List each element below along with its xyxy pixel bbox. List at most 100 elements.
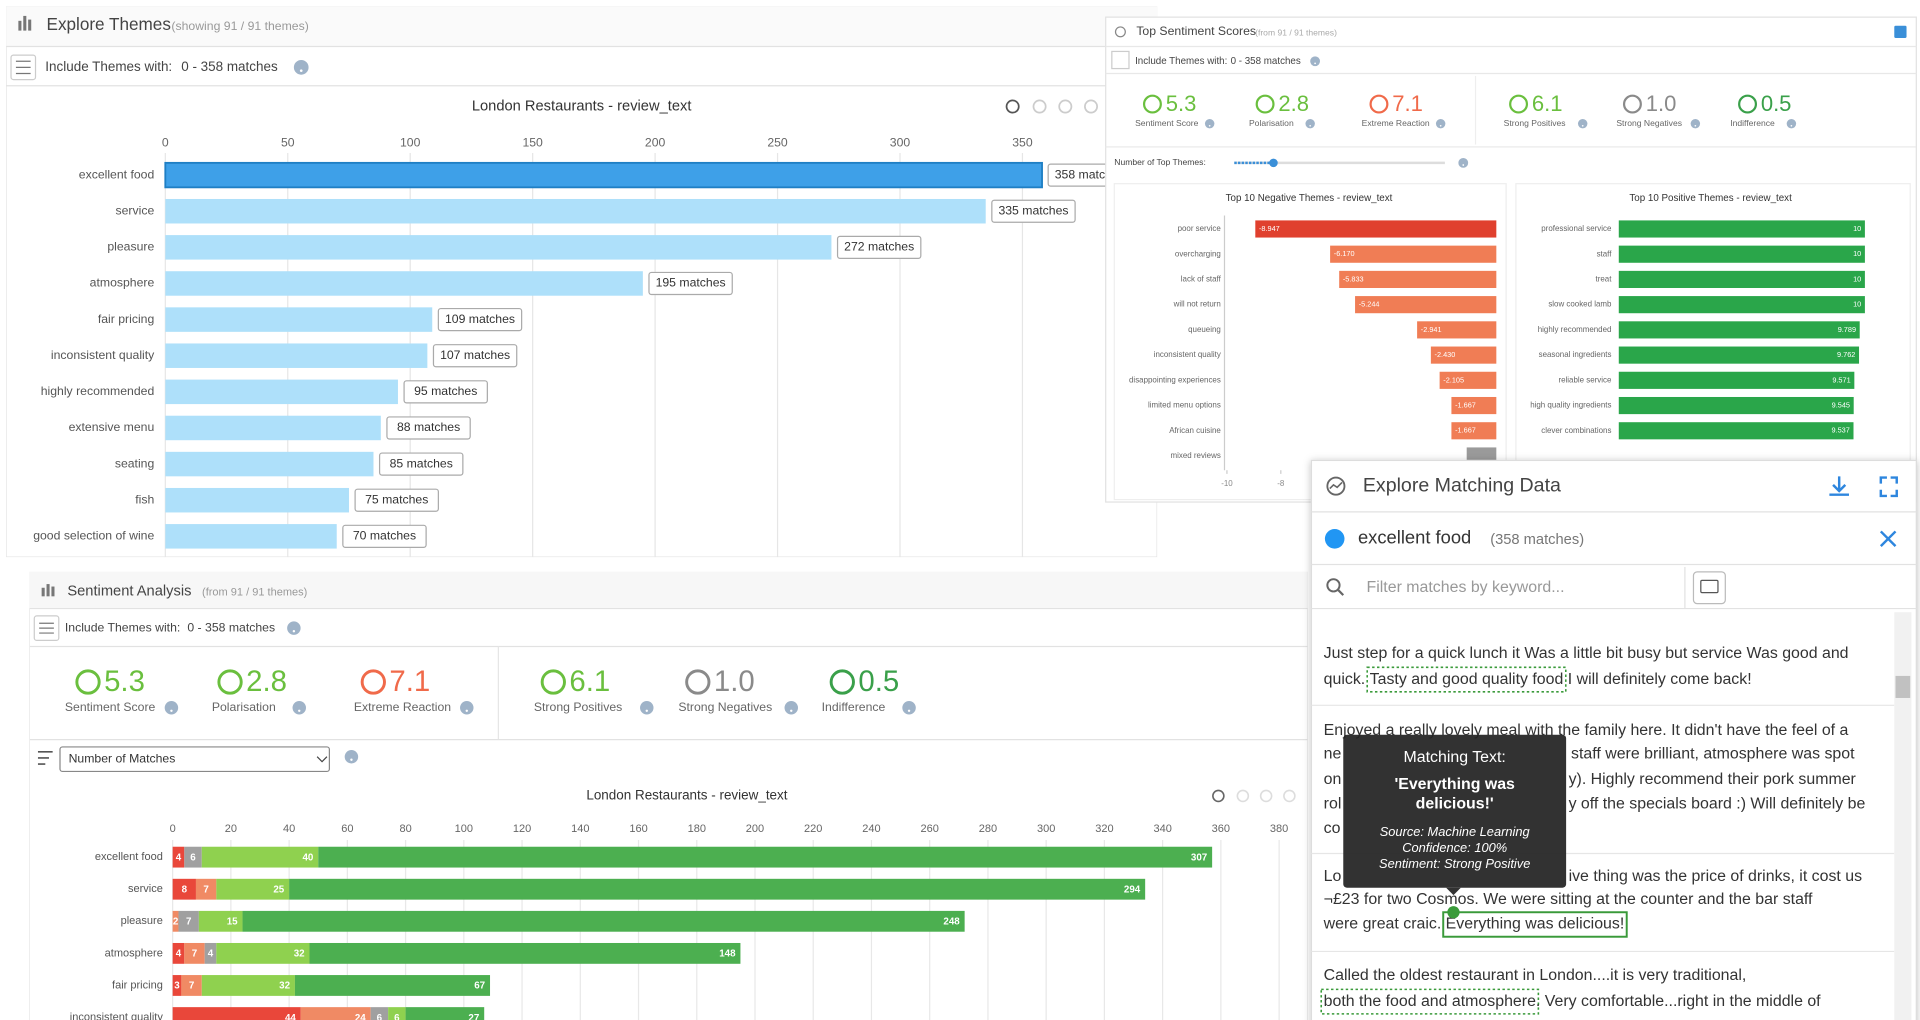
value-label-box	[378, 452, 464, 476]
zoom-tool[interactable]	[1212, 789, 1225, 803]
fullscreen-button[interactable]	[1879, 476, 1898, 498]
value-label: 109 matches	[445, 312, 515, 326]
metric-value: 2.8	[246, 665, 287, 698]
value-label: -6.170	[1334, 249, 1355, 258]
bar	[1417, 321, 1497, 339]
value-label: 9.571	[1832, 375, 1850, 384]
x-tick-label: 100	[455, 823, 473, 835]
close-button[interactable]	[1879, 530, 1897, 547]
bar[interactable]	[165, 271, 643, 296]
entry-text: y off the specials board :) Will definit…	[1569, 796, 1866, 813]
value-label: -2.430	[1435, 350, 1456, 359]
bar[interactable]	[165, 307, 433, 332]
value-label-box	[437, 307, 523, 332]
x-tick-label: 160	[629, 823, 647, 835]
sort-select[interactable]	[59, 746, 330, 773]
matched-text: Everything was delicious!	[1446, 916, 1625, 933]
value-label: 10	[1853, 274, 1861, 283]
category-label: extensive menu	[69, 420, 155, 434]
help-icon-dot	[299, 69, 303, 72]
theme-count: (358 matches)	[1490, 532, 1584, 548]
bar-segment	[216, 878, 290, 900]
help-icon-dot	[170, 709, 173, 712]
help-icon-dot	[298, 709, 301, 712]
matching-data-panel: Explore Matching Data excellent food (358 …	[1310, 459, 1917, 1020]
bar	[1430, 346, 1497, 364]
metric-icon	[1255, 94, 1275, 114]
category-label: pleasure	[121, 915, 163, 927]
category-label: will not return	[1173, 300, 1221, 309]
zoom-tool[interactable]	[1058, 99, 1073, 114]
category-label: highly recommended	[1538, 325, 1612, 334]
bar-segment	[172, 942, 185, 964]
tooltip: Matching Text: 'Everything was delicious!'…	[1343, 734, 1567, 896]
zoom-tool[interactable]	[1005, 99, 1020, 114]
x-tick-label: 80	[399, 823, 411, 835]
bar-segment	[172, 910, 179, 932]
bar[interactable]	[165, 415, 381, 441]
bar[interactable]	[165, 379, 398, 405]
bar-segment	[172, 846, 185, 868]
x-tick-label: 100	[400, 135, 421, 149]
explore-themes-panel: Explore Themes (showing 91 / 91 themes) In…	[6, 6, 1158, 558]
x-tick-label: -8	[1277, 479, 1285, 488]
match-highlight[interactable]	[1442, 911, 1628, 938]
x-tick-label: 140	[571, 823, 589, 835]
bar[interactable]	[165, 524, 337, 549]
metric-label: Extreme Reaction	[354, 700, 451, 714]
bar[interactable]	[164, 161, 1043, 189]
value-label: 272 matches	[844, 240, 914, 254]
bar	[1339, 270, 1497, 288]
bar	[1451, 396, 1497, 415]
tooltip-arrow	[1446, 887, 1461, 896]
metric-icon	[1369, 94, 1389, 114]
tooltip-text: delicious!'	[1416, 796, 1494, 813]
metric-label: Sentiment Score	[65, 700, 156, 714]
segment-label: 3	[174, 981, 180, 992]
zoom-tool[interactable]	[1236, 789, 1250, 803]
metric-icon	[685, 669, 711, 695]
comment-button[interactable]	[1692, 571, 1726, 605]
download-button[interactable]	[1829, 476, 1849, 496]
segment-label: 4	[208, 949, 214, 960]
category-label: fair pricing	[112, 979, 163, 991]
filter-value: 0 - 358 matches	[187, 620, 275, 634]
value-label: 9.537	[1831, 426, 1849, 435]
bar[interactable]	[165, 451, 374, 477]
chart-title: London Restaurants - review_text	[472, 98, 692, 114]
metric-value: 1.0	[714, 665, 755, 698]
scrollbar-thumb[interactable]	[1895, 675, 1911, 698]
bar[interactable]	[165, 198, 986, 224]
match-highlight[interactable]	[1366, 666, 1567, 693]
value-label: 70 matches	[353, 529, 416, 543]
chart-title: Top 10 Positive Themes - review_text	[1629, 193, 1792, 204]
bar	[1618, 296, 1865, 314]
match-highlight[interactable]	[1320, 988, 1540, 1015]
bar-segment	[289, 878, 1146, 900]
zoom-tool[interactable]	[1259, 789, 1273, 803]
zoom-tool[interactable]	[1283, 789, 1296, 803]
bar[interactable]	[165, 343, 428, 368]
zoom-tool[interactable]	[1032, 99, 1047, 114]
entry-text: were great craic.	[1323, 916, 1446, 933]
filter-placeholder: Filter matches by keyword...	[1367, 579, 1565, 596]
metric-value: 0.5	[1761, 91, 1792, 116]
value-label: 10	[1853, 224, 1861, 233]
category-label: high quality ingredients	[1530, 401, 1611, 410]
x-tick-label: 380	[1270, 823, 1288, 835]
bar[interactable]	[165, 487, 349, 513]
export-icon[interactable]	[1894, 25, 1907, 38]
category-label: seating	[115, 456, 155, 470]
value-label: 10	[1853, 300, 1861, 309]
bar	[1451, 422, 1497, 440]
zoom-tool[interactable]	[1084, 99, 1098, 114]
tooltip-detail: Confidence: 100%	[1402, 840, 1507, 855]
help-icon-dot	[1462, 164, 1465, 166]
filter-button[interactable]	[1111, 50, 1130, 70]
slider-knob[interactable]	[1269, 158, 1278, 168]
bar-segment	[172, 878, 196, 900]
bar-segment	[195, 878, 217, 900]
header-icon	[23, 15, 27, 31]
metric-icon	[829, 669, 855, 695]
bar[interactable]	[165, 235, 832, 260]
